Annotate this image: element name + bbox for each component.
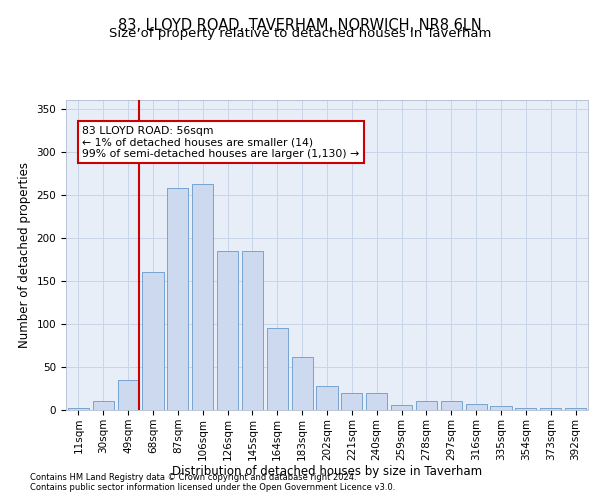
Bar: [316, 386, 338, 410]
Bar: [341, 393, 362, 410]
Bar: [466, 404, 487, 410]
Text: 83, LLOYD ROAD, TAVERHAM, NORWICH, NR8 6LN: 83, LLOYD ROAD, TAVERHAM, NORWICH, NR8 6…: [118, 18, 482, 32]
Bar: [68, 408, 89, 410]
Bar: [366, 393, 387, 410]
Bar: [490, 406, 512, 410]
Bar: [292, 356, 313, 410]
Bar: [167, 188, 188, 410]
Text: Size of property relative to detached houses in Taverham: Size of property relative to detached ho…: [109, 28, 491, 40]
Bar: [416, 402, 437, 410]
Text: 83 LLOYD ROAD: 56sqm
← 1% of detached houses are smaller (14)
99% of semi-detach: 83 LLOYD ROAD: 56sqm ← 1% of detached ho…: [82, 126, 359, 159]
Bar: [217, 250, 238, 410]
X-axis label: Distribution of detached houses by size in Taverham: Distribution of detached houses by size …: [172, 466, 482, 478]
Bar: [540, 408, 561, 410]
Bar: [391, 405, 412, 410]
Bar: [118, 380, 139, 410]
Bar: [515, 408, 536, 410]
Y-axis label: Number of detached properties: Number of detached properties: [18, 162, 31, 348]
Bar: [93, 402, 114, 410]
Bar: [441, 402, 462, 410]
Bar: [565, 408, 586, 410]
Bar: [142, 272, 164, 410]
Text: Contains HM Land Registry data © Crown copyright and database right 2024.: Contains HM Land Registry data © Crown c…: [30, 474, 356, 482]
Text: Contains public sector information licensed under the Open Government Licence v3: Contains public sector information licen…: [30, 484, 395, 492]
Bar: [267, 328, 288, 410]
Bar: [192, 184, 213, 410]
Bar: [242, 250, 263, 410]
